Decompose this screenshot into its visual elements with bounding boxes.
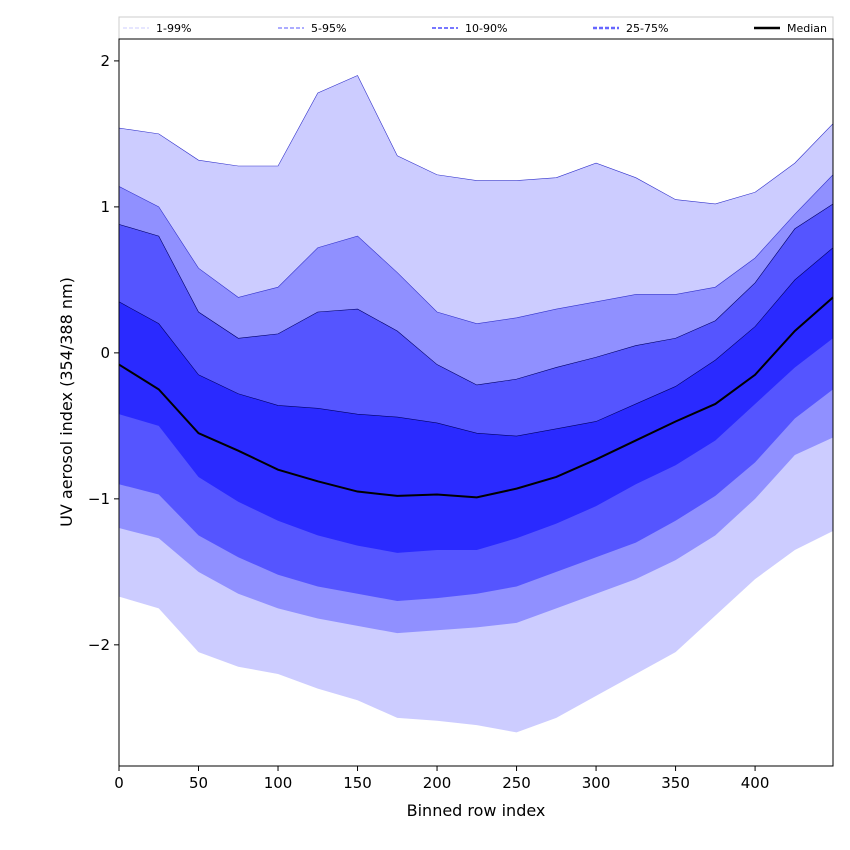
median-line (118, 296, 834, 499)
band-upper-edge (118, 247, 834, 437)
y-tick-label: 2 (100, 52, 110, 70)
band-upper-edge (118, 203, 834, 386)
legend-label: 5-95% (311, 22, 346, 35)
x-tick-label: 100 (264, 774, 293, 792)
y-tick-label: −1 (88, 490, 110, 508)
x-axis: 0 50 100 150 200 250 300 350 400 (114, 766, 769, 792)
x-tick-label: 350 (661, 774, 690, 792)
legend: 1-99% 5-95% 10-90% 25-75% Median (123, 22, 827, 35)
x-axis-label: Binned row index (407, 801, 546, 820)
legend-label: 10-90% (465, 22, 507, 35)
x-tick-label: 250 (502, 774, 531, 792)
x-tick-label: 50 (189, 774, 208, 792)
band-upper-edge (118, 75, 834, 205)
x-tick-label: 0 (114, 774, 124, 792)
x-tick-label: 150 (343, 774, 372, 792)
x-tick-label: 300 (582, 774, 611, 792)
legend-label: Median (787, 22, 827, 35)
legend-label: 1-99% (156, 22, 191, 35)
y-axis-label: UV aerosol index (354/388 nm) (57, 277, 76, 527)
y-axis: −2 −1 0 1 2 (88, 52, 119, 654)
y-tick-label: −2 (88, 636, 110, 654)
x-tick-label: 400 (741, 774, 770, 792)
x-tick-label: 200 (423, 774, 452, 792)
bands (118, 75, 834, 733)
band-upper-edge (118, 174, 834, 324)
plot-frame (118, 38, 834, 767)
legend-label: 25-75% (626, 22, 668, 35)
y-tick-label: 0 (100, 344, 110, 362)
y-tick-label: 1 (100, 198, 110, 216)
band-25-75% (119, 247, 833, 553)
